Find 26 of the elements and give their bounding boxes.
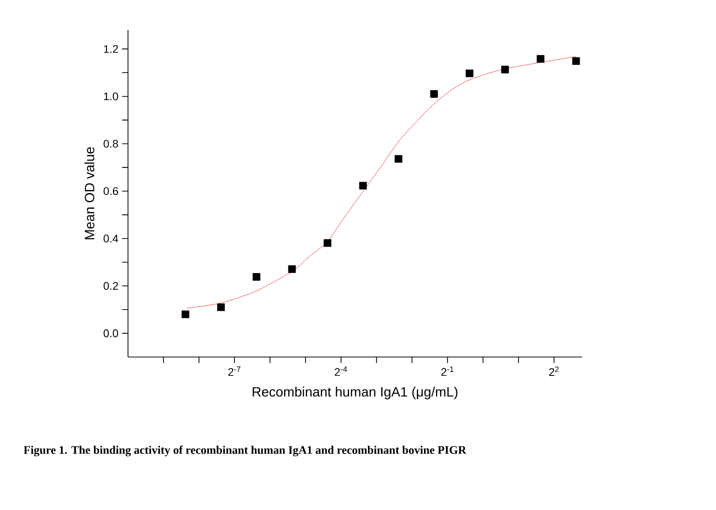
- y-tick-label: 1.2: [104, 45, 118, 53]
- point: [217, 303, 225, 312]
- point: [359, 182, 367, 190]
- x-axis-title: Recombinant human IgA1 (μg/mL): [252, 386, 458, 400]
- x-tick-label: 2$^{2}$: [549, 366, 559, 376]
- y-axis-title: Mean OD value: [84, 147, 94, 240]
- point: [324, 239, 332, 247]
- y-tick-label: 0.4: [104, 234, 118, 242]
- point: [536, 55, 544, 63]
- x-tick-label: 2$^{-7}$: [228, 366, 240, 376]
- point: [252, 273, 260, 281]
- x-tick-label: 2$^{-1}$: [441, 366, 454, 376]
- y-tick-label: 0.8: [104, 140, 118, 148]
- point: [501, 66, 509, 74]
- y-tick-label: 1.0: [104, 92, 118, 100]
- y-tick-label: 0.6: [104, 187, 118, 196]
- point: [182, 310, 190, 318]
- point: [394, 155, 402, 163]
- point: [430, 90, 438, 98]
- point: [288, 265, 296, 273]
- caption: Figure 1. The binding activity of recombinant human IgA1 and recombinant bovine PIGR: [24, 446, 466, 456]
- y-tick-label: 0.0: [104, 329, 118, 338]
- point: [572, 57, 580, 65]
- x-tick-label: 2$^{-4}$: [334, 366, 348, 376]
- y-tick-label: 0.2: [104, 282, 118, 290]
- point: [466, 70, 474, 78]
